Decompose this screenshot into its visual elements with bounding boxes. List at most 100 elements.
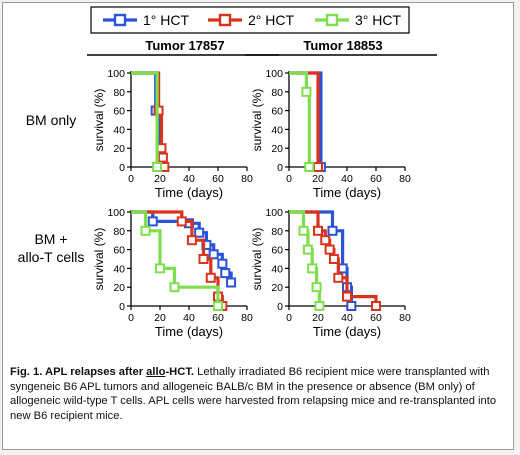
panel-tumor-18853-bm-only: 0 20 40 60 80 100 0 20 40 60 80 Time (days) survival…	[250, 68, 411, 200]
x-tick-label: 60	[212, 173, 224, 185]
series-point-1-hct	[194, 227, 205, 238]
series-point-2-hct	[313, 162, 323, 172]
y-tick-label: 40	[113, 124, 125, 136]
x-tick-label: 40	[341, 312, 353, 324]
y-tick-label: 60	[113, 245, 125, 257]
x-axis-label: Time (days)	[155, 185, 223, 200]
row-label-line: BM +	[34, 231, 67, 247]
series-point-3-hct	[298, 225, 309, 236]
row-label-line: BM only	[26, 112, 77, 128]
y-tick-label: 40	[271, 263, 283, 275]
x-tick-label: 0	[286, 312, 292, 324]
x-tick-label: 0	[128, 312, 134, 324]
series-point-1-hct	[208, 249, 219, 260]
legend-item-2: 2° HCT	[208, 12, 294, 28]
series-point-1-hct	[346, 301, 357, 311]
y-tick-label: 60	[271, 106, 283, 118]
x-axis-label: Time (days)	[313, 324, 381, 339]
series-point-3-hct	[302, 244, 313, 255]
legend-label: 3° HCT	[355, 12, 401, 28]
panel-tumor-18853-bm-allo-t-cells: 0 20 40 60 80 100 0 20 40 60 80 Time (days) survival…	[250, 207, 411, 339]
panels: 0 20 40 60 80 100 0 20 40 60 80 Time (days) survival…	[92, 68, 411, 339]
series-point-2-hct	[176, 216, 187, 227]
y-tick-label: 40	[113, 263, 125, 275]
legend-swatch-marker	[113, 13, 127, 27]
series-point-2-hct	[324, 244, 335, 255]
row-label-1: BM only	[26, 112, 77, 128]
y-axis-label: survival (%)	[250, 228, 264, 291]
y-tick-label: 20	[271, 282, 283, 294]
y-tick-label: 0	[119, 162, 125, 174]
x-tick-label: 20	[312, 173, 324, 185]
series-point-2-hct	[328, 254, 339, 264]
x-tick-label: 80	[399, 312, 411, 324]
y-tick-label: 60	[113, 106, 125, 118]
caption-title: Fig. 1. APL relapses after allo-HCT.	[10, 366, 194, 378]
y-tick-label: 100	[265, 207, 283, 219]
y-tick-label: 0	[119, 301, 125, 313]
y-axis-label: survival (%)	[250, 89, 264, 152]
x-tick-label: 60	[370, 173, 382, 185]
x-tick-label: 20	[154, 173, 166, 185]
legend-swatch-marker	[325, 13, 339, 27]
series-point-2-hct	[333, 272, 344, 283]
figure-caption: Fig. 1. APL relapses after allo-HCT. Let…	[10, 365, 510, 423]
caption-title-a: Fig. 1. APL relapses after	[10, 366, 147, 378]
y-tick-label: 40	[271, 124, 283, 136]
series-point-2-hct	[371, 301, 381, 311]
column-headers: Tumor 17857 Tumor 18853	[87, 38, 437, 56]
column-header-tumor-17857: Tumor 17857	[145, 38, 224, 53]
series-point-2-hct	[198, 254, 209, 264]
legend-label: 1° HCT	[143, 12, 189, 28]
series-point-1-hct	[220, 268, 231, 279]
series-point-2-hct	[313, 225, 323, 236]
caption-title-c: -HCT.	[165, 366, 195, 378]
caption-title-b: allo	[146, 366, 166, 378]
series-point-3-hct	[152, 162, 163, 172]
y-tick-label: 0	[277, 162, 283, 174]
legend-swatch-marker	[218, 13, 232, 27]
y-tick-label: 80	[271, 87, 283, 99]
x-tick-label: 0	[128, 173, 134, 185]
x-tick-label: 20	[312, 312, 324, 324]
series-point-1-hct	[147, 216, 158, 227]
row-labels: BM only BM + allo-T cells	[18, 112, 85, 265]
x-axis-label: Time (days)	[155, 324, 223, 339]
series-point-2-hct	[342, 291, 352, 302]
y-tick-label: 20	[113, 143, 125, 155]
caption-body: Lethally irradiated B6 recipient mice we…	[10, 366, 497, 422]
series-point-3-hct	[307, 263, 318, 274]
x-tick-label: 60	[370, 312, 382, 324]
y-axis-label: survival (%)	[92, 89, 106, 152]
series-point-2-hct	[157, 152, 168, 163]
panel-tumor-17857-bm-allo-t-cells: 0 20 40 60 80 100 0 20 40 60 80 Time (days) survival…	[92, 207, 253, 339]
y-tick-label: 100	[107, 207, 125, 219]
series-point-2-hct	[320, 235, 331, 246]
y-tick-label: 0	[277, 301, 283, 313]
series-line-3-hct	[131, 210, 220, 306]
series-point-2-hct	[186, 235, 197, 246]
y-axis-label: survival (%)	[92, 228, 106, 291]
series-point-1-hct	[327, 225, 338, 236]
y-tick-label: 100	[107, 68, 125, 80]
x-tick-label: 40	[183, 173, 195, 185]
legend-item-3: 3° HCT	[315, 12, 401, 28]
y-tick-label: 60	[271, 245, 283, 257]
series-line-3-hct	[131, 71, 159, 167]
y-tick-label: 20	[271, 143, 283, 155]
series-point-3-hct	[140, 225, 151, 236]
row-label-2: BM + allo-T cells	[18, 231, 85, 265]
x-tick-label: 20	[154, 312, 166, 324]
y-tick-label: 80	[271, 226, 283, 238]
series-point-3-hct	[155, 263, 165, 274]
x-tick-label: 80	[241, 312, 253, 324]
row-label-line: allo-T cells	[18, 249, 85, 265]
x-tick-label: 40	[183, 312, 195, 324]
panel-tumor-17857-bm-only: 0 20 40 60 80 100 0 20 40 60 80 Time (days) survival…	[92, 68, 253, 200]
y-tick-label: 80	[113, 226, 125, 238]
x-tick-label: 80	[399, 173, 411, 185]
series-point-2-hct	[205, 272, 216, 283]
x-axis-label: Time (days)	[313, 185, 381, 200]
series-point-1-hct	[217, 258, 228, 269]
y-tick-label: 100	[265, 68, 283, 80]
